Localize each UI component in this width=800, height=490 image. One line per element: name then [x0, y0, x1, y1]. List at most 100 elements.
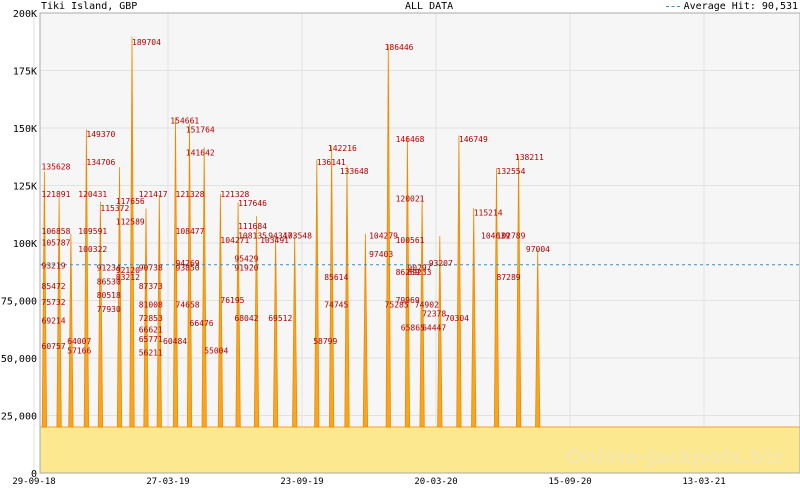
peak-spike — [385, 44, 391, 428]
data-label: 64007 — [67, 337, 91, 346]
peak-spike — [143, 208, 149, 428]
data-labels: 135628 121891 106858 105787 93219 85472 75732 6… — [42, 38, 551, 358]
data-label: 74902 — [415, 300, 439, 309]
data-label: 89233 — [407, 268, 431, 277]
data-label: 70304 — [445, 314, 469, 323]
peak-spike — [68, 233, 74, 428]
peak-spike — [437, 236, 443, 428]
peak-spike — [292, 233, 298, 428]
data-label: 103491 — [260, 236, 289, 245]
peak-spike — [97, 201, 104, 428]
data-label: 146468 — [396, 135, 425, 144]
data-label: 133648 — [340, 167, 369, 176]
peak-spike — [235, 202, 241, 428]
x-tick-label: 27-03-19 — [146, 477, 189, 487]
x-axis: 29-09-18 27-03-19 23-09-19 20-03-20 15-09-20… — [12, 477, 725, 487]
y-tick-label: 25,000 — [1, 412, 37, 423]
peak-spike — [116, 167, 123, 428]
data-label: 117646 — [238, 199, 267, 208]
peak-spike — [419, 196, 425, 428]
data-label: 90297 — [407, 264, 431, 273]
data-label: 65865 — [401, 323, 425, 332]
data-label: 104279 — [369, 231, 398, 240]
plot-border — [39, 12, 800, 474]
data-label: 94269 — [176, 259, 200, 268]
peak-spike — [515, 155, 522, 428]
data-label: 60757 — [42, 342, 66, 351]
y-tick-label: 75,000 — [1, 297, 37, 308]
y-tick-label: 150K — [13, 124, 37, 135]
data-label: 138211 — [515, 153, 544, 162]
data-label: 80518 — [97, 291, 121, 300]
peak-spike — [471, 207, 477, 428]
data-label: 74745 — [324, 300, 348, 309]
data-label: 93207 — [429, 259, 453, 268]
data-label: 100561 — [396, 236, 425, 245]
data-label: 81008 — [139, 300, 163, 309]
data-label: 93219 — [42, 261, 66, 270]
y-tick-label: 100K — [13, 239, 37, 250]
data-label: 135628 — [42, 162, 71, 171]
watermark: Online-Jackpots.biz — [566, 445, 783, 469]
data-label: 56211 — [139, 349, 163, 358]
data-label: 186446 — [385, 43, 414, 52]
data-label: 58799 — [313, 337, 337, 346]
y-axis: 0 25,000 50,000 75,000 100K 125K 150K 175K 200K — [1, 9, 37, 480]
series — [40, 36, 800, 473]
peak-spike — [404, 136, 411, 428]
data-label: 95429 — [234, 254, 258, 263]
series-title: Tiki Island, GBP — [41, 1, 138, 12]
data-label: 97004 — [526, 245, 550, 254]
peak-spike — [344, 165, 350, 428]
data-label: 104639 — [481, 231, 510, 240]
data-label: 149370 — [86, 130, 115, 139]
data-label: 94347 — [268, 231, 292, 240]
peak-spike — [456, 135, 462, 428]
data-label: 65771 — [139, 335, 163, 344]
data-label: 120021 — [396, 195, 425, 204]
data-label: 75285 — [385, 300, 409, 309]
legend: Average Hit: 90,531 — [665, 1, 798, 12]
data-label: 97403 — [369, 250, 393, 259]
baseline-area — [40, 236, 800, 473]
peak-spike — [129, 36, 135, 428]
data-label: 121891 — [42, 190, 71, 199]
data-label: 103548 — [283, 231, 312, 240]
peak-spike — [272, 236, 279, 428]
data-label: 76195 — [220, 296, 244, 305]
data-label: 117656 — [116, 197, 145, 206]
data-label: 102789 — [497, 231, 526, 240]
data-label: 66476 — [190, 319, 214, 328]
data-label: 68042 — [234, 314, 258, 323]
data-label: 69512 — [268, 314, 292, 323]
data-label: 106858 — [42, 227, 71, 236]
peak-spike — [156, 194, 162, 428]
data-label: 87373 — [139, 282, 163, 291]
data-label: 90738 — [139, 264, 163, 273]
data-label: 91920 — [234, 264, 258, 273]
x-tick-label: 29-09-18 — [12, 477, 55, 487]
x-tick-label: 23-09-19 — [280, 477, 323, 487]
data-label: 87289 — [497, 273, 521, 282]
data-label: 111684 — [238, 222, 267, 231]
peak-spike — [217, 193, 224, 428]
data-label: 120431 — [78, 190, 107, 199]
data-label: 109591 — [78, 227, 107, 236]
chart-title: ALL DATA — [405, 1, 454, 12]
data-label: 146749 — [459, 135, 488, 144]
peak-spike — [41, 171, 48, 428]
data-label: 108135 — [238, 231, 267, 240]
data-label: 189704 — [132, 38, 161, 47]
data-label: 92120 — [116, 266, 140, 275]
data-label: 104271 — [220, 236, 249, 245]
data-label: 112589 — [116, 218, 145, 227]
data-label: 132554 — [497, 167, 526, 176]
x-tick-label: 20-03-20 — [414, 477, 457, 487]
peak-spike — [493, 168, 500, 428]
y-tick-label: 0 — [31, 469, 37, 480]
data-label: 91234 — [97, 264, 121, 273]
data-label: 60484 — [163, 337, 187, 346]
peak-spike — [56, 196, 62, 428]
data-label: 121328 — [220, 190, 249, 199]
peak-spike — [362, 233, 369, 428]
